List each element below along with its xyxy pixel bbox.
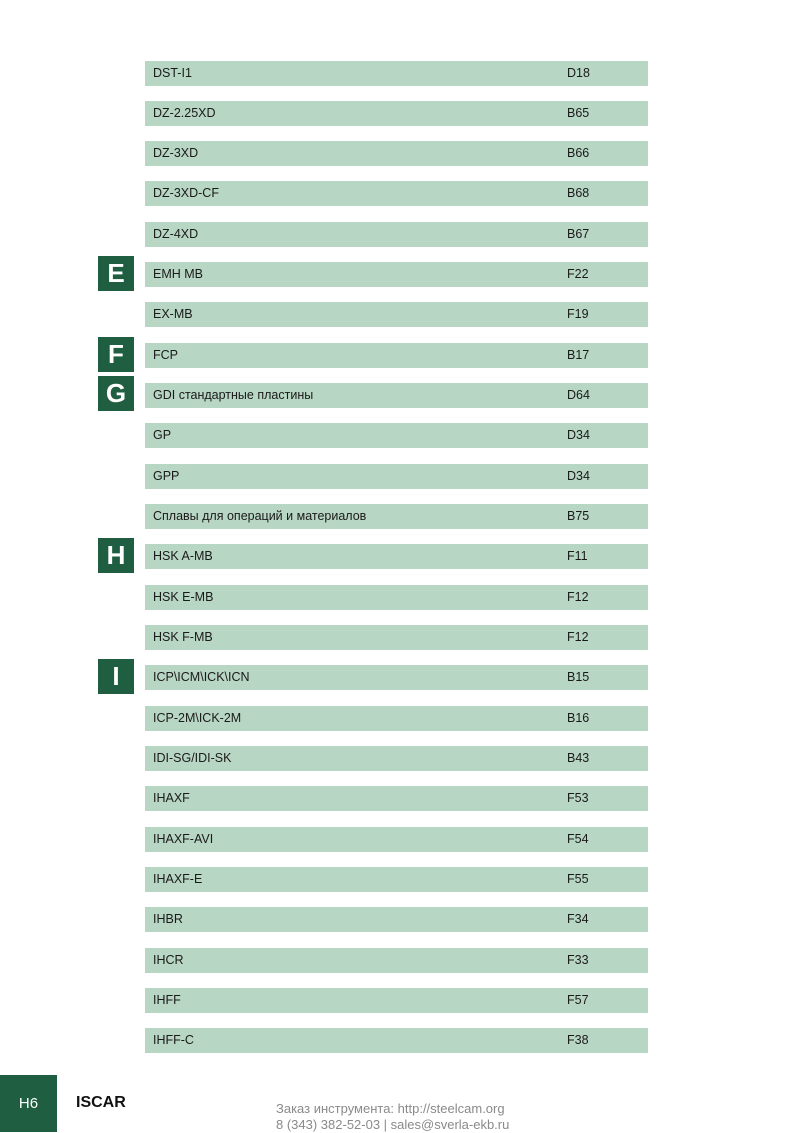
index-row-name: IHFF-C — [153, 1033, 194, 1047]
index-row-page: F54 — [567, 832, 589, 846]
index-row-ihff: IHFF F57 — [145, 988, 648, 1013]
index-row-page: F34 — [567, 912, 589, 926]
index-row-name: HSK F-MB — [153, 630, 213, 644]
index-row-fcp: FCP B17 — [145, 343, 648, 368]
section-letter-f: F — [98, 337, 134, 372]
index-row-hsk-a-mb: HSK A-MB F11 — [145, 544, 648, 569]
index-row-dz-3xd: DZ-3XD B66 — [145, 141, 648, 166]
index-row-name: DST-I1 — [153, 66, 192, 80]
index-row-name: DZ-3XD — [153, 146, 199, 160]
index-row-dz-3xd-cf: DZ-3XD-CF B68 — [145, 181, 648, 206]
index-row-page: F19 — [567, 307, 589, 321]
brand-name: ISCAR — [76, 1094, 126, 1111]
index-row-grades: Сплавы для операций и материалов B75 — [145, 504, 648, 529]
index-row-name: IHBR — [153, 912, 183, 926]
order-line: Заказ инструмента: http://steelcam.org — [276, 1101, 505, 1116]
index-row-page: F38 — [567, 1033, 589, 1047]
index-row-name: EMH MB — [153, 267, 203, 281]
index-row-page: B65 — [567, 106, 590, 120]
index-row-page: F12 — [567, 630, 589, 644]
index-row-name: DZ-4XD — [153, 227, 199, 241]
index-row-page: F57 — [567, 993, 589, 1007]
index-row-name: IHAXF-AVI — [153, 832, 214, 846]
index-row-page: F33 — [567, 953, 589, 967]
index-row-page: B75 — [567, 509, 590, 523]
index-row-name: EX-MB — [153, 307, 193, 321]
index-row-ihaxf: IHAXF F53 — [145, 786, 648, 811]
index-row-ihcr: IHCR F33 — [145, 948, 648, 973]
section-letter-e: E — [98, 256, 134, 291]
index-row-name: GDI стандартные пластины — [153, 388, 314, 402]
index-row-name: IDI-SG/IDI-SK — [153, 751, 232, 765]
index-row-emh-mb: EMH MB F22 — [145, 262, 648, 287]
index-row-dz-2-25xd: DZ-2.25XD B65 — [145, 101, 648, 126]
index-row-page: B67 — [567, 227, 590, 241]
index-row-ihbr: IHBR F34 — [145, 907, 648, 932]
footer-page-number: H6 — [0, 1075, 57, 1132]
index-row-page: F11 — [567, 549, 588, 563]
index-row-icp-icm-ick-icn: ICP\ICM\ICK\ICN B15 — [145, 665, 648, 690]
index-row-page: F53 — [567, 791, 589, 805]
index-row-hsk-f-mb: HSK F-MB F12 — [145, 625, 648, 650]
index-row-name: IHAXF — [153, 791, 190, 805]
index-row-name: ICP\ICM\ICK\ICN — [153, 670, 250, 684]
index-row-page: F55 — [567, 872, 589, 886]
contact-line: 8 (343) 382-52-03 | sales@sverla-ekb.ru — [276, 1117, 510, 1132]
index-row-name: IHAXF-E — [153, 872, 203, 886]
order-info: Заказ инструмента: http://steelcam.org 8… — [276, 1101, 509, 1133]
section-letter-g: G — [98, 376, 134, 411]
index-row-name: IHFF — [153, 993, 181, 1007]
index-row-page: B15 — [567, 670, 590, 684]
index-row-page: B66 — [567, 146, 590, 160]
index-row-gpp: GPP D34 — [145, 464, 648, 489]
index-row-page: D64 — [567, 388, 590, 402]
index-row-name: GP — [153, 428, 172, 442]
index-row-ihff-c: IHFF-C F38 — [145, 1028, 648, 1053]
index-row-ihaxf-avi: IHAXF-AVI F54 — [145, 827, 648, 852]
index-row-icp-2m: ICP-2M\ICK-2M B16 — [145, 706, 648, 731]
index-row-name: ICP-2M\ICK-2M — [153, 711, 242, 725]
index-row-dz-4xd: DZ-4XD B67 — [145, 222, 648, 247]
section-letter-i: I — [98, 659, 134, 694]
index-row-idi: IDI-SG/IDI-SK B43 — [145, 746, 648, 771]
index-row-ex-mb: EX-MB F19 — [145, 302, 648, 327]
index-row-gp: GP D34 — [145, 423, 648, 448]
index-row-page: D18 — [567, 66, 590, 80]
index-row-name: IHCR — [153, 953, 184, 967]
index-row-name: HSK E-MB — [153, 590, 214, 604]
index-row-page: B17 — [567, 348, 590, 362]
index-row-page: D34 — [567, 428, 590, 442]
index-row-gdi: GDI стандартные пластины D64 — [145, 383, 648, 408]
index-row-page: B68 — [567, 186, 590, 200]
index-row-name: HSK A-MB — [153, 549, 213, 563]
index-row-page: B16 — [567, 711, 590, 725]
index-row-name: FCP — [153, 348, 178, 362]
index-row-ihaxf-e: IHAXF-E F55 — [145, 867, 648, 892]
index-row-name: Сплавы для операций и материалов — [153, 509, 367, 523]
index-row-name: GPP — [153, 469, 180, 483]
index-row-dst-i1: DST-I1 D18 — [145, 61, 648, 86]
index-row-name: DZ-2.25XD — [153, 106, 216, 120]
index-row-page: D34 — [567, 469, 590, 483]
index-row-page: B43 — [567, 751, 590, 765]
index-row-page: F22 — [567, 267, 589, 281]
index-row-page: F12 — [567, 590, 589, 604]
index-row-hsk-e-mb: HSK E-MB F12 — [145, 585, 648, 610]
index-row-name: DZ-3XD-CF — [153, 186, 219, 200]
section-letter-h: H — [98, 538, 134, 573]
